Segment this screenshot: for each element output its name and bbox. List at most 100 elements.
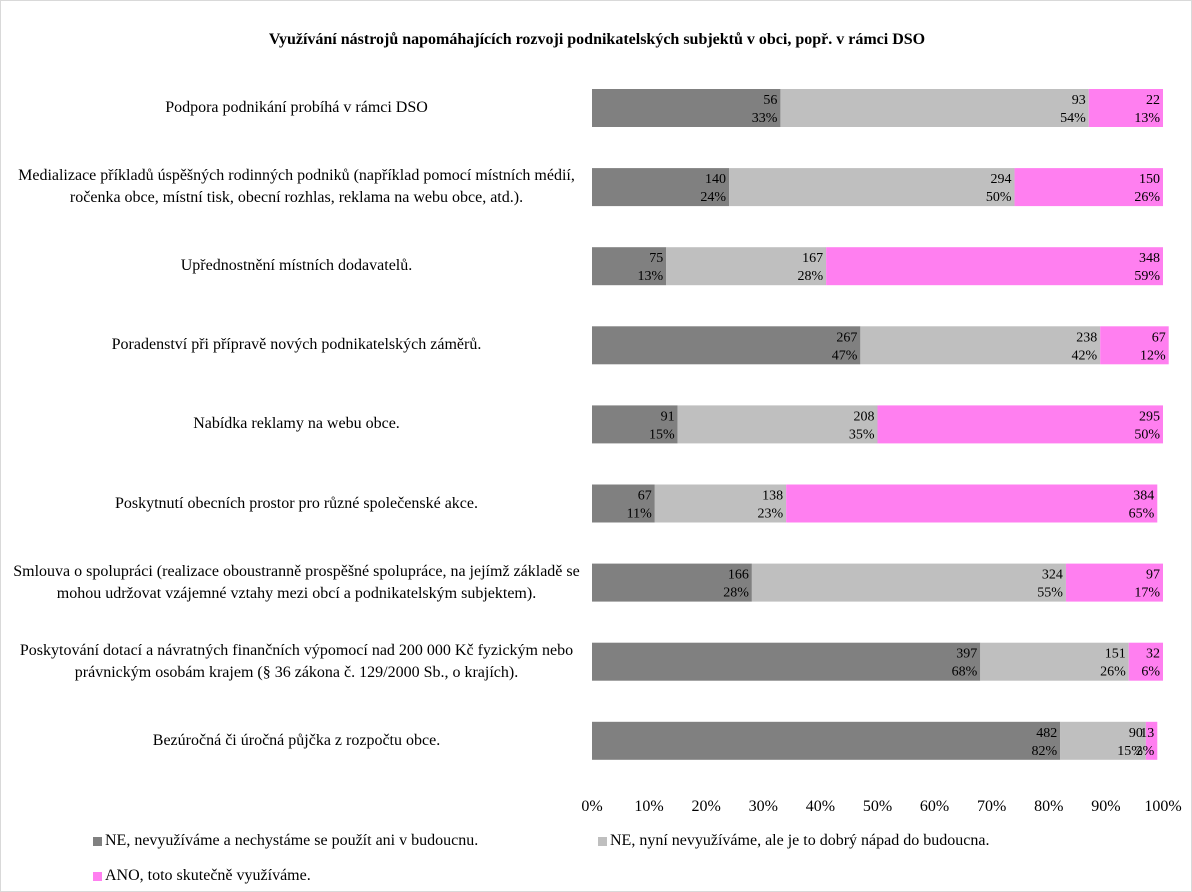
value-label: 82% [1032, 744, 1058, 759]
bar-segment [592, 405, 678, 444]
count-label: 324 [1042, 568, 1063, 583]
bar-segment [1060, 721, 1146, 760]
count-label: 67 [1152, 330, 1166, 345]
bar-segment [980, 642, 1129, 681]
value-label: 23% [757, 507, 783, 522]
bar-segment [1065, 563, 1163, 602]
legend-item: ANO, toto skutečně využíváme. [93, 867, 311, 885]
count-label: 238 [1076, 330, 1097, 345]
count-label: 167 [802, 251, 823, 266]
y-tick-label: Medializace příkladů úspěšných rodinných… [18, 167, 575, 207]
bar-segment [877, 405, 1163, 444]
legend-label: NE, nevyužíváme a nechystáme se použít a… [105, 832, 479, 849]
x-tick-label: 80% [1034, 798, 1063, 815]
bar-segment [1014, 168, 1163, 207]
value-label: 42% [1072, 348, 1098, 363]
value-label: 13% [638, 269, 664, 284]
bar-segment [654, 484, 787, 523]
count-label: 482 [1036, 726, 1057, 741]
count-label: 22 [1146, 93, 1160, 108]
count-label: 90 [1129, 726, 1143, 741]
count-label: 67 [638, 489, 652, 504]
bar-segment [786, 484, 1158, 523]
x-tick-label: 60% [920, 798, 949, 815]
value-label: 33% [752, 111, 778, 126]
legend-item: NE, nevyužíváme a nechystáme se použít a… [93, 832, 478, 850]
count-label: 166 [728, 568, 749, 583]
legend-label: ANO, toto skutečně využíváme. [105, 867, 311, 884]
x-tick-label: 100% [1144, 798, 1181, 815]
legend-swatch [598, 836, 607, 846]
value-label: 15% [649, 427, 675, 442]
x-tick-label: 20% [692, 798, 721, 815]
value-label: 17% [1134, 586, 1160, 601]
value-label: 26% [1134, 190, 1160, 205]
bar-segment [592, 326, 861, 365]
count-label: 32 [1146, 647, 1160, 662]
count-label: 138 [762, 489, 783, 504]
count-label: 208 [854, 409, 875, 424]
x-tick-label: 10% [634, 798, 663, 815]
y-tick-label: Poskytnutí obecních prostor pro různé sp… [114, 494, 478, 512]
value-label: 28% [797, 269, 823, 284]
value-label: 24% [700, 190, 726, 205]
bar-segment [666, 247, 827, 286]
value-label: 65% [1129, 507, 1155, 522]
count-label: 140 [705, 172, 726, 187]
bar-segment [1088, 89, 1163, 127]
count-label: 56 [763, 93, 777, 108]
legend-swatch [93, 836, 102, 846]
count-label: 348 [1139, 251, 1160, 266]
count-label: 151 [1105, 647, 1126, 662]
bar-segment [592, 563, 752, 602]
bar-segment [592, 484, 655, 523]
count-label: 150 [1139, 172, 1160, 187]
bar-segment [592, 89, 781, 127]
legend-swatch [93, 871, 102, 881]
value-label: 2% [1136, 744, 1155, 759]
x-tick-label: 50% [863, 798, 892, 815]
legend-item: NE, nyní nevyužíváme, ale je to dobrý ná… [598, 832, 989, 850]
bar-segment [592, 721, 1061, 760]
x-tick-label: 30% [749, 798, 778, 815]
bar-segment [1128, 642, 1163, 681]
y-tick-label: Poradenství při přípravě nových podnikat… [111, 336, 482, 354]
count-label: 294 [991, 172, 1012, 187]
bar-segment [826, 247, 1163, 286]
count-label: 13 [1140, 726, 1154, 741]
x-tick-label: 0% [581, 798, 602, 815]
value-label: 35% [849, 427, 875, 442]
y-tick-label: Poskytování dotací a návratných finanční… [19, 641, 574, 681]
value-label: 28% [723, 586, 749, 601]
count-label: 384 [1133, 489, 1154, 504]
value-label: 47% [832, 348, 858, 363]
bar-segment [592, 168, 730, 207]
y-tick-label: Upřednostnění místních dodavatelů. [180, 257, 413, 275]
value-label: 26% [1100, 665, 1126, 680]
bar-segment [1100, 326, 1169, 365]
bar-segment [592, 642, 981, 681]
value-label: 54% [1060, 111, 1086, 126]
count-label: 93 [1072, 93, 1086, 108]
x-tick-label: 70% [977, 798, 1006, 815]
bar-segment [1145, 721, 1158, 760]
x-tick-label: 40% [806, 798, 835, 815]
value-label: 6% [1141, 665, 1160, 680]
value-label: 11% [627, 507, 652, 522]
value-label: 55% [1037, 586, 1063, 601]
count-label: 267 [836, 330, 857, 345]
y-tick-label: Bezúročná či úročná půjčka z rozpočtu ob… [152, 731, 441, 749]
y-tick-label: Smlouva o spolupráci (realizace oboustra… [13, 562, 580, 602]
bar-segment [729, 168, 1015, 207]
count-label: 91 [661, 409, 675, 424]
count-label: 295 [1139, 409, 1160, 424]
bar-segment [677, 405, 878, 444]
bar-segment [780, 89, 1089, 127]
value-label: 15% [1117, 744, 1143, 759]
value-label: 13% [1134, 111, 1160, 126]
value-label: 59% [1134, 269, 1160, 284]
bar-segment [860, 326, 1101, 365]
x-tick-label: 90% [1091, 798, 1120, 815]
